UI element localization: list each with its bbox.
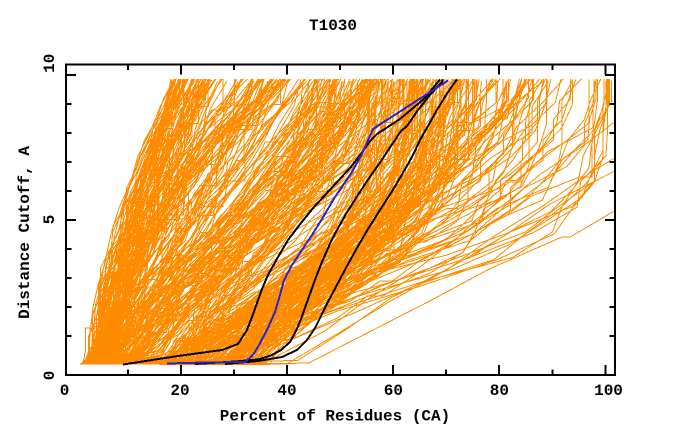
svg-text:T1030: T1030 (309, 17, 357, 35)
svg-text:60: 60 (384, 382, 403, 400)
svg-text:10: 10 (41, 54, 59, 73)
svg-text:Distance Cutoff, A: Distance Cutoff, A (16, 146, 34, 319)
svg-text:5: 5 (41, 215, 59, 225)
svg-text:0: 0 (60, 382, 70, 400)
svg-text:Percent of Residues (CA): Percent of Residues (CA) (220, 408, 450, 426)
svg-text:100: 100 (594, 382, 623, 400)
svg-text:20: 20 (170, 382, 189, 400)
svg-text:80: 80 (490, 382, 509, 400)
svg-text:40: 40 (277, 382, 296, 400)
svg-text:0: 0 (41, 371, 59, 381)
